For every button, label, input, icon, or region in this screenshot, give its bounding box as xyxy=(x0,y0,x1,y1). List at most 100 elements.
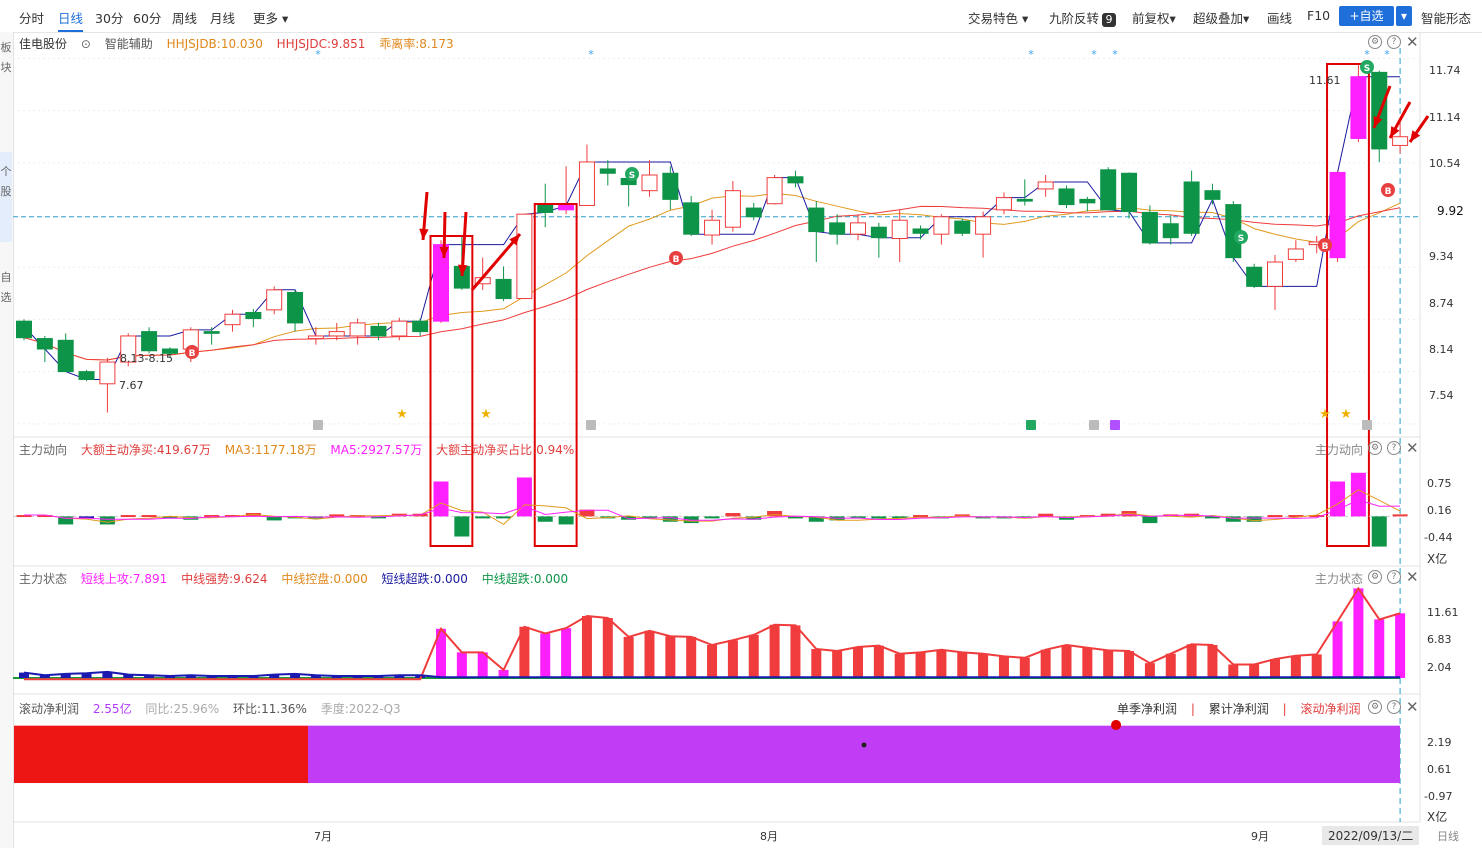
flow-bar xyxy=(370,516,386,519)
draw-line-button[interactable]: 画线 xyxy=(1267,11,1293,26)
state-title: 主力状态 xyxy=(19,572,68,586)
period-label[interactable]: 日线 xyxy=(1437,830,1459,843)
adjust-dropdown[interactable]: 前复权▾ xyxy=(1132,8,1176,27)
state-bar xyxy=(123,674,134,678)
candle-body xyxy=(1037,181,1054,190)
watchlist-dropdown-button[interactable]: ▾ xyxy=(1396,6,1412,26)
smart-shape-button[interactable]: 智能形态 xyxy=(1421,11,1472,26)
state-line-blue xyxy=(23,670,1401,679)
profit-y-tick: 0.61 xyxy=(1427,763,1452,776)
period-tab-60min[interactable]: 60分 xyxy=(133,11,162,26)
buy-marker-text: B xyxy=(1322,242,1329,252)
close-icon[interactable]: ✕ xyxy=(1406,568,1419,586)
profit-y-tick: -0.97 xyxy=(1424,790,1453,803)
help-icon[interactable]: ? xyxy=(1387,700,1401,714)
state-bar xyxy=(81,673,92,678)
candle-body xyxy=(1287,248,1304,260)
flow-bar xyxy=(662,516,678,522)
side-tab-stock[interactable]: 个股 xyxy=(0,152,12,242)
candle-body xyxy=(1329,171,1346,259)
help-icon[interactable]: ? xyxy=(1387,441,1401,455)
candle-body xyxy=(161,348,178,354)
flow-bar xyxy=(621,516,637,520)
state-short-attack: 短线上攻:7.891 xyxy=(80,572,168,586)
candle-body xyxy=(1079,198,1096,204)
period-tab-weekly[interactable]: 周线 xyxy=(172,11,198,26)
main-legend: 佳电股份 ⊙ 智能辅助 HHJSJDB:10.030 HHJSJDC:9.851… xyxy=(19,35,464,52)
flow-bar xyxy=(99,516,115,525)
flow-bar xyxy=(683,516,699,524)
profit-qoq: 环比:11.36% xyxy=(233,702,307,716)
settings-icon[interactable]: ⚙ xyxy=(1368,700,1382,714)
candle-body xyxy=(558,204,575,211)
profit-bar-q2 xyxy=(14,725,308,784)
asterisk-icon: * xyxy=(1384,48,1390,61)
side-tab-watchlist[interactable]: 自选 xyxy=(0,271,12,304)
more-dropdown[interactable]: 更多 ▾ xyxy=(253,8,288,27)
candle-body xyxy=(995,197,1012,211)
candle-body xyxy=(1350,76,1367,139)
candle-body xyxy=(16,320,32,339)
flow-ma5-line xyxy=(24,499,1401,521)
flow-bar xyxy=(767,511,783,517)
close-icon[interactable]: ✕ xyxy=(1406,698,1419,716)
help-icon[interactable]: ? xyxy=(1387,570,1401,584)
state-bar xyxy=(915,652,926,678)
y-tick: 8.74 xyxy=(1429,297,1454,310)
state-legend: 主力状态 短线上攻:7.891 中线强势:9.624 中线控盘:0.000 短线… xyxy=(19,570,578,587)
tab-cumulative-profit[interactable]: 累计净利润 xyxy=(1208,702,1269,716)
candle-body xyxy=(203,331,220,334)
caret-down-icon: ▾ xyxy=(1243,11,1250,26)
period-tab-monthly[interactable]: 月线 xyxy=(210,11,236,26)
flow-bar xyxy=(225,515,240,518)
nine-reversal-toggle[interactable]: 九阶反转 9 xyxy=(1049,8,1117,27)
help-icon[interactable]: ? xyxy=(1387,35,1401,49)
candle-body xyxy=(1204,190,1221,200)
settings-icon[interactable]: ⚙ xyxy=(1368,441,1382,455)
asterisk-icon: * xyxy=(1112,48,1118,61)
candle-body xyxy=(808,207,825,233)
event-badge-icon xyxy=(1089,420,1099,430)
tab-rolling-profit[interactable]: 滚动净利润 xyxy=(1300,702,1361,716)
flow-legend: 主力动向 大额主动净买:419.67万 MA3:1177.18万 MA5:292… xyxy=(19,441,584,458)
highlight-box xyxy=(1326,63,1370,547)
period-tab-30min[interactable]: 30分 xyxy=(95,11,124,26)
tab-quarter-profit[interactable]: 单季净利润 xyxy=(1117,702,1178,716)
settings-icon[interactable]: ⚙ xyxy=(1368,35,1382,49)
candle-body xyxy=(912,228,929,234)
state-bar xyxy=(602,618,613,678)
trade-feature-dropdown[interactable]: 交易特色 ▾ xyxy=(968,8,1028,27)
f10-button[interactable]: F10 xyxy=(1307,8,1331,23)
nine-reversal-label: 九阶反转 xyxy=(1049,11,1100,26)
state-y-tick: 2.04 xyxy=(1427,661,1452,674)
overlay-dropdown[interactable]: 超级叠加▾ xyxy=(1193,8,1249,27)
star-icon: ★ xyxy=(480,407,492,422)
candle-body xyxy=(245,311,262,320)
state-bar xyxy=(832,651,843,678)
settings-icon[interactable]: ⚙ xyxy=(1368,570,1382,584)
add-watchlist-button[interactable]: +自选 xyxy=(1339,6,1394,26)
close-icon[interactable]: ✕ xyxy=(1406,33,1419,51)
y-tick: 11.14 xyxy=(1429,111,1461,124)
more-label: 更多 xyxy=(253,11,279,26)
candle-body xyxy=(1392,136,1409,146)
caret-down-icon: ▾ xyxy=(1022,11,1029,26)
profit-unit: X亿 xyxy=(1427,810,1448,824)
period-tab-minute[interactable]: 分时 xyxy=(19,11,45,26)
flow-bar xyxy=(1309,515,1325,518)
flow-title: 主力动向 xyxy=(19,443,68,457)
assist-label[interactable]: 智能辅助 xyxy=(104,37,153,51)
candle-body xyxy=(120,335,137,363)
close-icon[interactable]: ✕ xyxy=(1406,439,1419,457)
side-tab-sector[interactable]: 板块 xyxy=(0,41,12,74)
flow-ma3-line xyxy=(24,489,1401,526)
state-bar xyxy=(873,645,884,678)
arrow-head xyxy=(1390,126,1400,138)
candle-body xyxy=(704,219,721,236)
period-tab-daily[interactable]: 日线 xyxy=(58,8,84,32)
flow-bar xyxy=(141,515,157,518)
state-bar xyxy=(436,628,446,678)
state-bar xyxy=(540,633,551,678)
chevron-down-icon[interactable]: ⊙ xyxy=(80,37,91,51)
caret-down-icon: ▾ xyxy=(1400,9,1408,23)
